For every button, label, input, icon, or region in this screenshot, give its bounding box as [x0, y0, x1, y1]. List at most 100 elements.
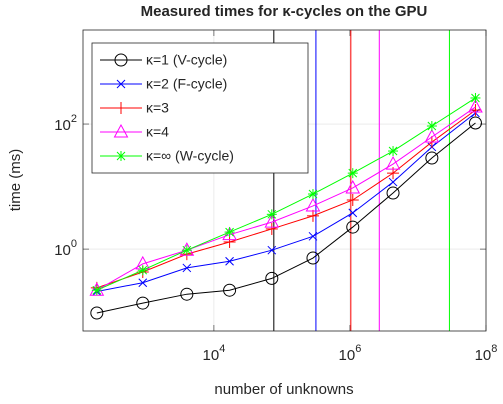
- series-line: [96, 106, 476, 291]
- marker-shape: [113, 123, 129, 138]
- marker-stroke: [182, 245, 192, 255]
- marker: [306, 251, 320, 265]
- marker-shape: [265, 271, 279, 285]
- marker: [265, 271, 279, 285]
- marker: [116, 79, 126, 89]
- marker: [225, 256, 234, 266]
- marker-stroke: [388, 177, 398, 187]
- marker-shape: [468, 116, 482, 130]
- marker: [182, 263, 192, 273]
- marker: [136, 296, 150, 310]
- marker-shape: [264, 214, 280, 228]
- marker-stroke: [348, 168, 358, 178]
- marker-stroke: [138, 278, 148, 288]
- marker-shape: [136, 296, 150, 310]
- legend-label: κ=3: [146, 100, 169, 116]
- series-line: [96, 97, 476, 291]
- marker-stroke: [308, 189, 318, 199]
- marker: [224, 227, 235, 238]
- marker-shape: [90, 306, 104, 320]
- marker-stroke: [308, 231, 318, 241]
- marker: [468, 116, 482, 130]
- y-tick-label: 100: [54, 238, 77, 259]
- marker-shape: [346, 220, 360, 234]
- x-tick-label: 108: [475, 343, 498, 364]
- marker-shape: [345, 179, 361, 194]
- legend-label: κ=4: [146, 124, 169, 140]
- marker: [425, 151, 439, 165]
- marker-stroke: [267, 245, 277, 255]
- marker-shape: [180, 287, 194, 301]
- marker: [137, 265, 148, 276]
- marker-shape: [223, 283, 237, 297]
- marker-stroke: [138, 265, 148, 275]
- marker: [114, 53, 128, 67]
- marker-shape: [385, 156, 401, 170]
- x-tick-label: 104: [203, 343, 226, 364]
- marker: [305, 197, 321, 212]
- marker: [264, 214, 280, 228]
- legend-label: κ=2 (F-cycle): [146, 76, 227, 92]
- marker: [223, 283, 237, 297]
- marker: [90, 306, 104, 320]
- marker-stroke: [116, 79, 126, 89]
- marker: [308, 231, 318, 241]
- marker-stroke: [388, 146, 398, 156]
- marker-stroke: [348, 208, 358, 218]
- marker: [470, 92, 481, 103]
- marker: [267, 245, 277, 255]
- marker: [426, 121, 437, 132]
- marker-stroke: [92, 285, 102, 295]
- marker-shape: [386, 186, 400, 200]
- marker: [388, 177, 398, 187]
- marker: [468, 98, 483, 113]
- series-line: [96, 112, 476, 292]
- series-line: [96, 122, 476, 314]
- marker-stroke: [225, 256, 234, 266]
- marker: [346, 220, 360, 234]
- marker: [138, 278, 148, 288]
- legend: κ=1 (V-cycle) κ=2 (F-cycle) κ=3 κ=4 κ=∞ (W-c…: [91, 42, 309, 174]
- marker: [307, 189, 318, 200]
- marker-stroke: [427, 121, 437, 131]
- marker: [91, 285, 102, 296]
- marker-shape: [306, 251, 320, 265]
- marker: [181, 245, 192, 256]
- series-line: [96, 109, 476, 289]
- marker: [265, 222, 278, 235]
- y-tick-label: 102: [54, 113, 77, 134]
- marker: [385, 156, 401, 170]
- marker-shape: [305, 197, 321, 212]
- marker-shape: [114, 53, 128, 67]
- marker: [223, 235, 236, 248]
- marker: [266, 209, 277, 220]
- marker-shape: [424, 128, 440, 143]
- x-axis-label: number of unknowns: [214, 381, 353, 398]
- marker: [346, 193, 359, 206]
- marker: [386, 186, 400, 200]
- chart-title: Measured times for κ-cycles on the GPU: [141, 3, 428, 20]
- marker: [348, 208, 358, 218]
- marker-shape: [425, 151, 439, 165]
- marker: [388, 146, 399, 157]
- legend-label: κ=∞ (W-cycle): [146, 148, 234, 164]
- marker: [113, 123, 129, 138]
- x-tick-label: 106: [339, 343, 362, 364]
- marker: [180, 287, 194, 301]
- marker-shape: [468, 98, 483, 113]
- marker: [424, 128, 440, 143]
- legend-label: κ=1 (V-cycle): [146, 52, 227, 68]
- marker: [116, 151, 126, 161]
- marker: [345, 179, 361, 194]
- marker-stroke: [267, 209, 277, 219]
- marker: [115, 102, 127, 114]
- marker-stroke: [116, 151, 126, 161]
- marker-stroke: [182, 263, 192, 273]
- marker: [306, 209, 319, 222]
- y-axis-label: time (ms): [7, 149, 24, 212]
- marker: [347, 168, 358, 179]
- marker-stroke: [225, 227, 234, 237]
- marker-stroke: [471, 93, 480, 103]
- plot-frame: [82, 29, 487, 332]
